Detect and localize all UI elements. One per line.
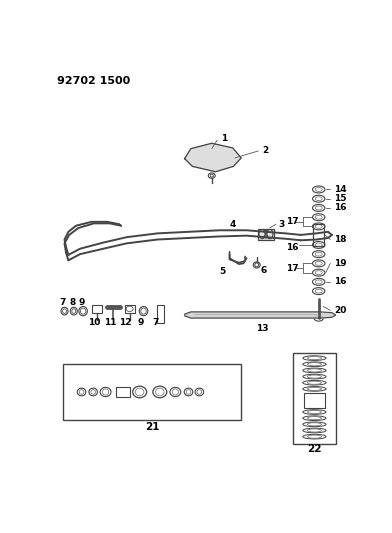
Bar	[125, 305, 134, 313]
Text: 8: 8	[69, 298, 75, 307]
Text: 1: 1	[221, 134, 227, 143]
Text: 10: 10	[88, 318, 100, 327]
Text: 17: 17	[286, 263, 299, 272]
Ellipse shape	[267, 230, 273, 239]
Text: 22: 22	[307, 444, 321, 454]
Text: 18: 18	[334, 235, 347, 244]
Text: 4: 4	[230, 220, 236, 229]
Bar	[304, 393, 325, 408]
Text: 2: 2	[262, 147, 269, 156]
Text: 5: 5	[220, 266, 226, 276]
Text: 20: 20	[334, 306, 347, 315]
Text: 9: 9	[78, 298, 85, 307]
Text: 16: 16	[286, 243, 299, 252]
Text: 7: 7	[60, 298, 66, 307]
Text: 7: 7	[153, 318, 159, 327]
Text: 19: 19	[334, 259, 347, 268]
Bar	[293, 353, 336, 443]
Bar	[63, 364, 241, 419]
Text: 11: 11	[104, 318, 116, 327]
Text: 16: 16	[334, 204, 347, 213]
Bar	[157, 305, 165, 324]
Ellipse shape	[259, 230, 265, 239]
Text: 3: 3	[278, 220, 285, 229]
Text: 9: 9	[137, 318, 143, 327]
Polygon shape	[185, 312, 336, 318]
Bar	[116, 387, 130, 397]
Text: 16: 16	[334, 277, 347, 286]
Bar	[313, 224, 324, 246]
Bar	[258, 229, 274, 239]
Text: 17: 17	[286, 217, 299, 227]
Text: 13: 13	[256, 324, 269, 333]
Text: 14: 14	[334, 185, 347, 194]
Text: 15: 15	[334, 194, 347, 203]
Text: 92702 1500: 92702 1500	[57, 76, 130, 85]
Text: 12: 12	[120, 318, 132, 327]
Polygon shape	[185, 143, 241, 172]
Text: 6: 6	[261, 266, 267, 275]
Text: 21: 21	[145, 422, 159, 432]
Bar	[92, 305, 102, 313]
